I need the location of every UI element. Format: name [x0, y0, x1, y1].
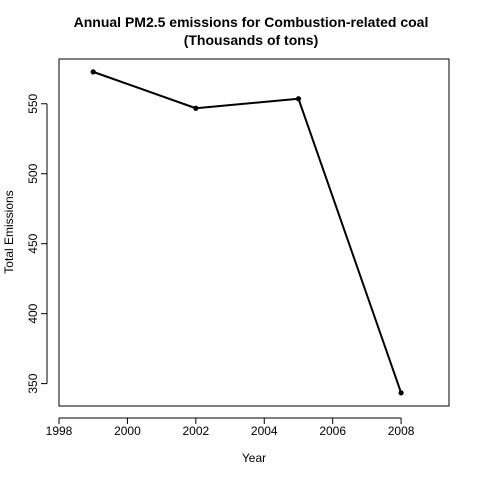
chart-title: Annual PM2.5 emissions for Combustion-re… — [74, 14, 429, 30]
y-axis-label: Total Emissions — [2, 190, 16, 273]
y-tick-label: 400 — [26, 303, 40, 323]
y-tick-label: 550 — [26, 93, 40, 113]
y-axis: 350 400 450 500 550 — [26, 93, 48, 394]
data-point — [398, 390, 404, 396]
data-point — [90, 69, 96, 75]
x-tick-label: 2008 — [388, 424, 415, 438]
x-tick-label: 2004 — [251, 424, 278, 438]
data-point — [295, 96, 302, 102]
chart-subtitle: (Thousands of tons) — [184, 32, 319, 48]
y-tick-label: 500 — [26, 163, 40, 183]
x-axis-label: Year — [242, 451, 266, 465]
x-tick-label: 2002 — [182, 424, 209, 438]
x-tick-label: 2006 — [319, 424, 346, 438]
series-line — [92, 70, 403, 394]
data-point — [193, 105, 199, 111]
plot-area-frame — [58, 58, 450, 407]
series-total-emissions — [90, 69, 404, 396]
x-tick-label: 2000 — [114, 424, 141, 438]
x-axis: 1998 2000 2002 2004 2006 2008 — [46, 417, 415, 438]
y-tick-label: 450 — [26, 233, 40, 253]
x-tick-label: 1998 — [46, 424, 73, 438]
y-tick-label: 350 — [26, 373, 40, 393]
